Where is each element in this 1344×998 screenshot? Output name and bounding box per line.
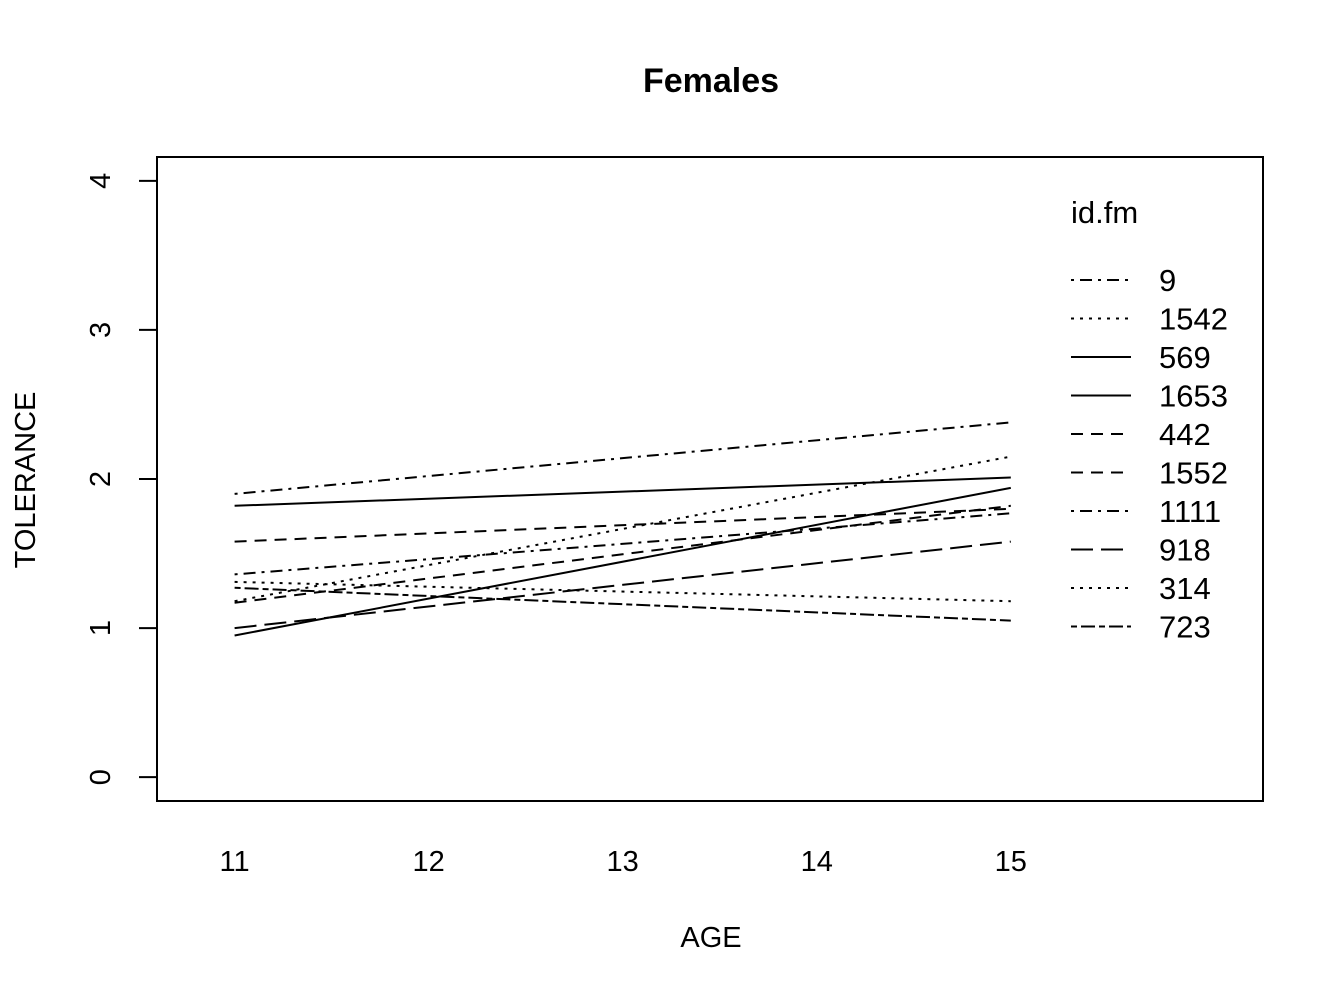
legend-label-442: 442 <box>1159 417 1211 452</box>
legend-label-1653: 1653 <box>1159 379 1228 414</box>
series-line-569 <box>234 486 1011 637</box>
legend-label-723: 723 <box>1159 610 1211 645</box>
x-tick-label: 13 <box>607 846 639 878</box>
series-line-723 <box>234 586 1011 622</box>
series-line-918 <box>234 540 1011 630</box>
y-tick-label: 4 <box>85 173 117 189</box>
legend-label-9: 9 <box>1159 263 1176 298</box>
series-line-1552 <box>234 504 1011 604</box>
series-line-1542 <box>234 455 1011 603</box>
x-axis: 11 12 13 14 15 <box>220 846 1027 878</box>
x-axis-label: AGE <box>680 922 741 954</box>
y-tick-label: 2 <box>85 471 117 487</box>
plot-frame <box>156 156 1264 802</box>
series-lines <box>234 421 1011 637</box>
series-line-442 <box>234 507 1011 543</box>
legend-label-314: 314 <box>1159 571 1211 606</box>
legend-title: id.fm <box>1071 195 1138 230</box>
y-axis: 0 1 2 3 4 <box>85 173 158 785</box>
y-tick-label: 1 <box>85 620 117 636</box>
legend-label-1111: 1111 <box>1159 494 1221 529</box>
y-axis-label: TOLERANCE <box>10 392 42 569</box>
legend-label-1542: 1542 <box>1159 302 1228 337</box>
legend-label-918: 918 <box>1159 533 1211 568</box>
chart-title: Females <box>643 62 779 100</box>
x-tick-label: 11 <box>220 846 250 878</box>
x-tick-label: 15 <box>995 846 1027 878</box>
legend-label-1552: 1552 <box>1159 456 1228 491</box>
x-tick-label: 14 <box>801 846 833 878</box>
series-line-314 <box>234 580 1011 603</box>
series-line-1111 <box>234 512 1011 576</box>
y-tick-label: 3 <box>85 322 117 338</box>
series-line-1653 <box>234 476 1011 507</box>
series-line-9 <box>234 421 1011 495</box>
legend-label-569: 569 <box>1159 340 1211 375</box>
y-tick-label: 0 <box>85 769 117 785</box>
x-tick-label: 12 <box>413 846 445 878</box>
